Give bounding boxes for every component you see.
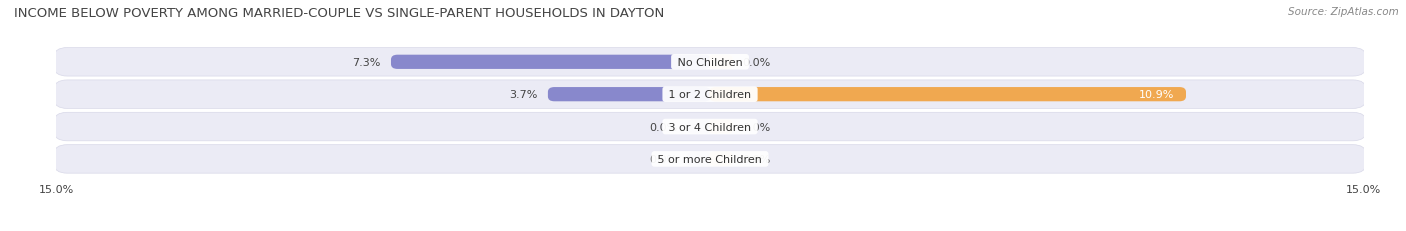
FancyBboxPatch shape (709, 152, 733, 166)
FancyBboxPatch shape (688, 152, 711, 166)
Text: 3 or 4 Children: 3 or 4 Children (665, 122, 755, 132)
FancyBboxPatch shape (709, 55, 733, 70)
FancyBboxPatch shape (53, 81, 1367, 109)
FancyBboxPatch shape (709, 88, 1187, 102)
Text: 0.0%: 0.0% (742, 58, 770, 67)
Text: INCOME BELOW POVERTY AMONG MARRIED-COUPLE VS SINGLE-PARENT HOUSEHOLDS IN DAYTON: INCOME BELOW POVERTY AMONG MARRIED-COUPL… (14, 7, 664, 20)
FancyBboxPatch shape (688, 120, 711, 134)
FancyBboxPatch shape (391, 55, 711, 70)
FancyBboxPatch shape (53, 113, 1367, 141)
FancyBboxPatch shape (548, 88, 711, 102)
Text: 0.0%: 0.0% (650, 122, 678, 132)
Text: No Children: No Children (673, 58, 747, 67)
Text: 0.0%: 0.0% (650, 154, 678, 164)
Legend: Married Couples, Single Parents: Married Couples, Single Parents (593, 228, 827, 231)
Text: 0.0%: 0.0% (742, 154, 770, 164)
Text: 1 or 2 Children: 1 or 2 Children (665, 90, 755, 100)
Text: 0.0%: 0.0% (742, 122, 770, 132)
Text: 10.9%: 10.9% (1139, 90, 1174, 100)
FancyBboxPatch shape (53, 145, 1367, 173)
Text: 5 or more Children: 5 or more Children (654, 154, 766, 164)
Text: 3.7%: 3.7% (509, 90, 538, 100)
Text: 7.3%: 7.3% (353, 58, 381, 67)
FancyBboxPatch shape (53, 48, 1367, 77)
Text: Source: ZipAtlas.com: Source: ZipAtlas.com (1288, 7, 1399, 17)
FancyBboxPatch shape (709, 120, 733, 134)
